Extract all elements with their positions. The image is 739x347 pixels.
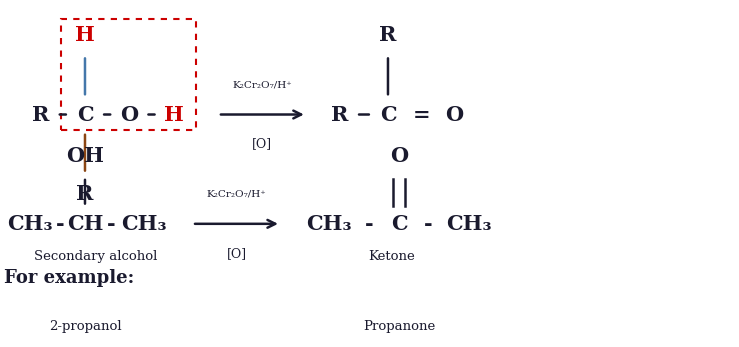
Text: O: O [446, 104, 463, 125]
Text: 2-propanol: 2-propanol [49, 320, 121, 333]
Text: H: H [75, 25, 95, 45]
Text: C: C [380, 104, 396, 125]
Text: CH: CH [67, 214, 103, 234]
Text: H: H [164, 104, 183, 125]
Text: -: - [106, 214, 115, 234]
Text: For example:: For example: [4, 269, 134, 287]
Text: O: O [120, 104, 138, 125]
Text: OH: OH [66, 146, 104, 166]
Text: R: R [76, 184, 94, 204]
Text: R: R [32, 104, 50, 125]
Text: [O]: [O] [226, 247, 247, 260]
Text: O: O [390, 146, 408, 166]
Text: -: - [365, 214, 374, 234]
Text: K₂Cr₂O₇/H⁺: K₂Cr₂O₇/H⁺ [233, 81, 292, 90]
Text: CH₃: CH₃ [121, 214, 167, 234]
Text: =: = [412, 104, 430, 125]
Text: C: C [77, 104, 93, 125]
Text: -: - [56, 214, 65, 234]
Text: K₂Cr₂O₇/H⁺: K₂Cr₂O₇/H⁺ [207, 190, 266, 199]
Text: -: - [424, 214, 433, 234]
Text: R: R [331, 104, 349, 125]
Text: [O]: [O] [252, 137, 273, 151]
Text: Propanone: Propanone [363, 320, 435, 333]
Text: CH₃: CH₃ [306, 214, 352, 234]
Text: Ketone: Ketone [368, 250, 415, 263]
Text: CH₃: CH₃ [7, 214, 52, 234]
Text: CH₃: CH₃ [446, 214, 492, 234]
Text: C: C [391, 214, 407, 234]
Text: Secondary alcohol: Secondary alcohol [35, 250, 157, 263]
Text: R: R [379, 25, 397, 45]
